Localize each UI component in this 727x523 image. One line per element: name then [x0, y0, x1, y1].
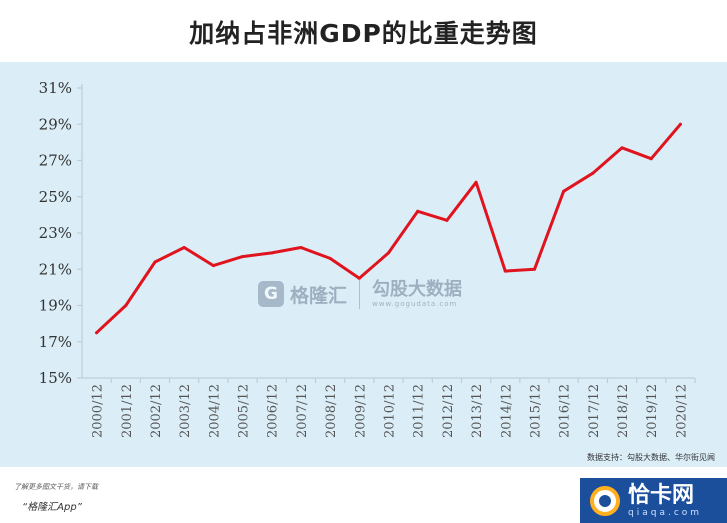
x-tick-label: 2010/12: [383, 384, 398, 438]
site-badge[interactable]: 恰卡网 qiaqa.com: [580, 478, 727, 523]
data-point: [124, 304, 128, 307]
data-point: [591, 171, 595, 175]
watermark-logo-icon: G: [258, 281, 284, 307]
y-tick-label: 19%: [39, 297, 72, 315]
watermark-right: 勾股大数据 www.gogudata.com: [372, 279, 463, 309]
data-point: [532, 267, 536, 271]
watermark-url: www.gogudata.com: [372, 300, 458, 308]
data-point: [328, 256, 332, 260]
x-tick-label: 2008/12: [324, 384, 339, 438]
y-tick-label: 15%: [39, 369, 72, 387]
y-tick-label: 29%: [39, 115, 72, 133]
x-tick-label: 2006/12: [266, 384, 281, 438]
site-logo-icon: [590, 485, 620, 516]
data-point: [211, 264, 215, 268]
x-tick-label: 2007/12: [295, 384, 310, 438]
footer-download-hint: 了解更多图文干货，请下载: [14, 483, 98, 491]
data-point: [95, 331, 99, 335]
y-tick-label: 31%: [39, 79, 72, 97]
x-tick-label: 2002/12: [149, 384, 164, 438]
watermark-divider: [359, 279, 361, 309]
x-tick-label: 2003/12: [178, 384, 193, 438]
plot-background: [0, 62, 727, 467]
x-tick-label: 2001/12: [120, 384, 135, 438]
data-point: [299, 246, 303, 249]
data-point: [153, 260, 157, 264]
watermark-brand: 格隆汇: [290, 284, 348, 307]
data-point: [474, 180, 478, 184]
data-point: [503, 269, 507, 273]
data-source: 数据支持：勾股大数据、华尔街见闻: [587, 453, 715, 462]
data-point: [445, 218, 449, 222]
footer-app-name: “格隆汇App”: [22, 502, 82, 513]
data-point: [416, 209, 420, 213]
title-area: [0, 0, 727, 62]
y-tick-label: 23%: [39, 224, 72, 242]
x-tick-label: 2020/12: [674, 384, 689, 438]
site-badge-title: 恰卡网: [628, 482, 695, 508]
watermark-brand-secondary: 勾股大数据: [372, 279, 463, 300]
x-tick-label: 2016/12: [558, 384, 573, 438]
x-tick-label: 2019/12: [645, 384, 660, 438]
x-tick-label: 2014/12: [499, 384, 514, 438]
data-point: [182, 246, 186, 249]
data-point: [270, 251, 274, 255]
data-point: [620, 146, 624, 150]
data-point: [387, 251, 390, 255]
x-tick-label: 2012/12: [441, 384, 456, 438]
data-point: [678, 122, 682, 126]
y-tick-label: 17%: [39, 333, 72, 351]
x-tick-label: 2011/12: [412, 384, 427, 438]
x-tick-label: 2017/12: [587, 384, 602, 438]
watermark: G 格隆汇 勾股大数据 www.gogudata.com: [258, 274, 462, 314]
y-tick-label: 21%: [39, 260, 72, 278]
data-point: [649, 157, 653, 161]
x-tick-label: 2004/12: [207, 384, 222, 438]
x-tick-label: 2000/12: [91, 384, 106, 438]
y-tick-label: 25%: [39, 188, 72, 206]
x-tick-label: 2013/12: [470, 384, 485, 438]
data-point: [241, 255, 245, 259]
chart-title: 加纳占非洲GDP的比重走势图: [189, 19, 538, 48]
site-badge-url: qiaqa.com: [628, 507, 703, 518]
data-point: [562, 189, 566, 193]
y-tick-label: 27%: [39, 152, 72, 170]
x-tick-label: 2009/12: [353, 384, 368, 438]
x-tick-label: 2015/12: [528, 384, 543, 438]
line-chart: 15% 17% 19% 21% 23% 25% 27% 29% 31% 2000/12 2001/1…: [39, 79, 696, 438]
x-tick-label: 2018/12: [616, 384, 631, 438]
x-tick-label: 2005/12: [237, 384, 252, 438]
data-point: [357, 276, 361, 280]
